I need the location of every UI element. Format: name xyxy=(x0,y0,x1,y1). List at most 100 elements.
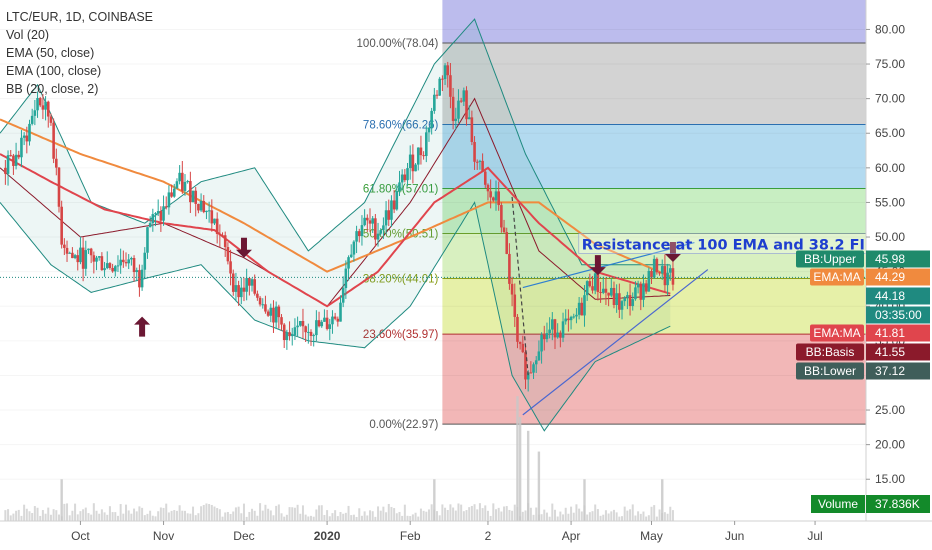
candle-body xyxy=(443,65,447,80)
volume-bar xyxy=(570,506,573,521)
volume-bar xyxy=(108,506,111,521)
candle-body xyxy=(135,270,139,273)
candle-body xyxy=(317,320,321,327)
price-tag-box xyxy=(866,250,930,268)
candle-body xyxy=(280,317,283,325)
volume-bar xyxy=(280,513,283,521)
volume-bar xyxy=(221,516,224,521)
volume-bar xyxy=(68,515,71,521)
price-tag-value: 45.98 xyxy=(875,252,905,266)
volume-bar xyxy=(208,504,211,521)
volume-bar xyxy=(436,511,439,521)
candle-body xyxy=(274,306,278,323)
candle-body xyxy=(481,160,484,172)
volume-bar xyxy=(599,515,602,521)
volume-bar xyxy=(318,505,321,521)
volume-bar xyxy=(612,509,615,521)
volume-bar xyxy=(205,503,208,521)
volume-bar xyxy=(92,503,95,521)
candle-body xyxy=(304,326,307,333)
candle-body xyxy=(264,304,267,312)
volume-bar xyxy=(135,511,138,521)
volume-bar xyxy=(454,510,457,521)
candle-body xyxy=(68,252,72,254)
candle-body xyxy=(628,295,632,307)
volume-bar xyxy=(320,505,323,521)
candle-body xyxy=(449,75,452,97)
candle-body xyxy=(210,210,214,224)
volume-bar xyxy=(264,504,267,521)
candle-body xyxy=(652,258,656,278)
candle-body xyxy=(545,333,549,340)
candle-body xyxy=(347,257,350,269)
fib-zone xyxy=(442,43,866,125)
volume-bar xyxy=(411,514,414,521)
volume-bar xyxy=(76,514,79,521)
candle-body xyxy=(623,297,626,302)
candle-body xyxy=(650,270,653,278)
candle-body xyxy=(60,206,63,245)
candle-body xyxy=(282,324,286,341)
volume-bar xyxy=(310,515,313,521)
candle-body xyxy=(38,98,42,106)
candle-body xyxy=(529,372,533,374)
annotation-text: Resistance at 100 EMA and 38.2 FIB xyxy=(582,237,876,253)
legend-ema50[interactable]: EMA (50, close) xyxy=(6,46,95,60)
price-tag-value: 44.18 xyxy=(875,289,905,303)
volume-bar xyxy=(486,510,489,521)
volume-bar xyxy=(143,515,146,521)
volume-bar xyxy=(28,511,31,521)
candle-body xyxy=(100,256,104,271)
volume-bars xyxy=(4,396,674,521)
candle-body xyxy=(433,94,436,111)
volume-bar xyxy=(615,512,618,521)
price-tag-box xyxy=(866,362,930,380)
candle-body xyxy=(130,258,133,260)
candle-body xyxy=(132,258,136,273)
volume-bar xyxy=(559,511,562,521)
candle-body xyxy=(387,210,391,220)
volume-bar xyxy=(31,513,34,521)
candle-body xyxy=(178,172,181,182)
candle-body xyxy=(44,101,47,110)
candle-body xyxy=(470,117,474,143)
candle-body xyxy=(215,218,219,234)
volume-bar xyxy=(269,510,272,521)
candle-body xyxy=(454,118,458,121)
candle-body xyxy=(28,123,31,142)
candle-body xyxy=(207,210,211,212)
volume-bar xyxy=(352,514,355,521)
volume-tag-box xyxy=(866,495,930,513)
candle-body xyxy=(411,154,415,172)
x-tick-label: Dec xyxy=(233,529,254,543)
legend-ema100[interactable]: EMA (100, close) xyxy=(6,64,102,78)
candle-body xyxy=(119,259,122,266)
volume-bar xyxy=(473,504,476,521)
candle-body xyxy=(424,132,428,157)
volume-bar xyxy=(9,515,12,521)
candle-body xyxy=(462,90,466,102)
volume-bar xyxy=(170,510,173,521)
candle-body xyxy=(395,190,399,210)
volume-bar xyxy=(242,503,245,521)
time-axis[interactable]: Oct Nov Dec 2020 Feb 2 Apr May Jun Jul xyxy=(0,520,932,550)
volume-bar xyxy=(513,504,516,521)
volume-bar xyxy=(537,451,541,521)
candle-body xyxy=(446,65,450,76)
volume-bar xyxy=(111,512,114,521)
price-tag-box xyxy=(866,306,930,324)
legend-symbol[interactable]: LTC/EUR, 1D, COINBASE xyxy=(6,10,154,24)
x-tick-label: Feb xyxy=(400,529,421,543)
legend-vol[interactable]: Vol (20) xyxy=(6,28,50,42)
volume-bar xyxy=(186,513,189,521)
candle-body xyxy=(309,331,313,336)
candle-body xyxy=(567,318,570,321)
fib-label: 78.60%(66.26) xyxy=(363,120,439,132)
candle-body xyxy=(242,287,246,292)
price-tag-value: 44.29 xyxy=(875,270,905,284)
legend-bb[interactable]: BB (20, close, 2) xyxy=(6,82,99,96)
volume-bar xyxy=(288,507,291,521)
chart-legend: LTC/EUR, 1D, COINBASE Vol (20) EMA (50, … xyxy=(6,8,153,98)
candle-body xyxy=(626,295,629,298)
